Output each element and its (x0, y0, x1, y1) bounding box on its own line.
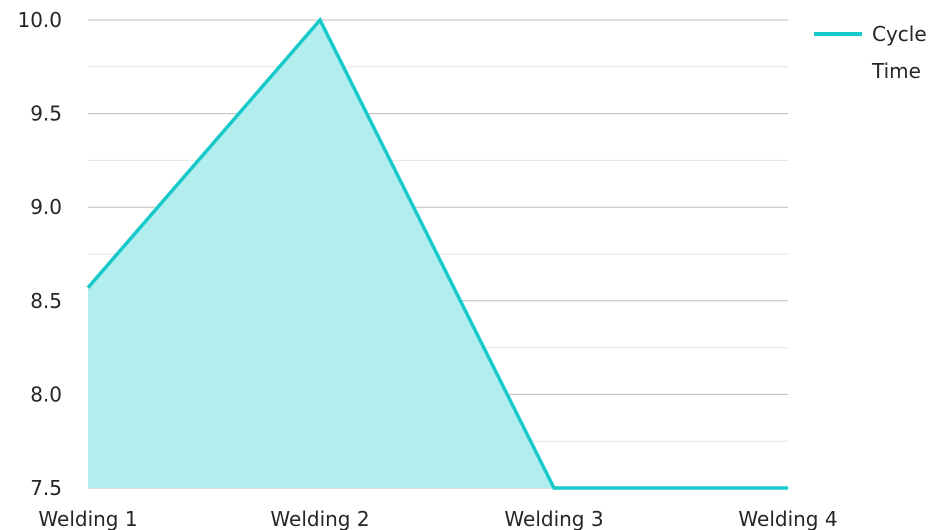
x-tick-label: Welding 1 (38, 507, 137, 530)
series-fill-cycle-time (88, 20, 788, 488)
y-tick-label: 8.5 (30, 289, 62, 313)
x-tick-label: Welding 2 (270, 507, 369, 530)
x-axis-ticks: Welding 1 Welding 2 Welding 3 Welding 4 (38, 507, 837, 530)
y-tick-label: 10.0 (17, 8, 62, 32)
series-line-cycle-time (86, 16, 788, 490)
series-area (86, 16, 789, 490)
y-tick-label: 9.0 (30, 195, 62, 219)
y-axis-ticks: 7.5 8.0 8.5 9.0 9.5 10.0 (17, 8, 62, 500)
x-tick-label: Welding 3 (504, 507, 603, 530)
y-tick-label: 9.5 (30, 102, 62, 126)
y-tick-label: 8.0 (30, 382, 62, 406)
legend-label-line-2: Time (871, 59, 921, 83)
legend: Cycle Time (814, 22, 927, 83)
x-tick-label: Welding 4 (738, 507, 837, 530)
legend-label-line-1: Cycle (872, 22, 927, 46)
y-tick-label: 7.5 (30, 476, 62, 500)
